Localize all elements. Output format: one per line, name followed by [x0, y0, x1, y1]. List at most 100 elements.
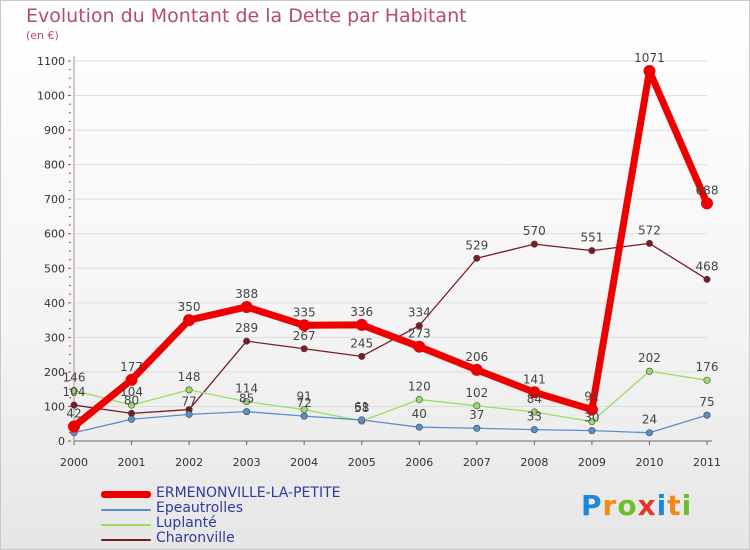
data-point-epeautrolles: [588, 427, 596, 435]
logo-letter: o: [617, 489, 638, 522]
data-label-charonville: 551: [580, 231, 603, 245]
data-point-ermenonville-la-petite: [413, 340, 426, 353]
legend-swatch: [101, 539, 151, 541]
y-tick-label: 1100: [37, 55, 65, 68]
data-label-epeautrolles: 37: [469, 408, 484, 422]
chart-title: Evolution du Montant de la Dette par Hab…: [26, 5, 467, 27]
data-point-charonville: [645, 239, 653, 247]
data-label-ermenonville-la-petite: 388: [235, 287, 258, 301]
data-point-charonville: [358, 352, 366, 360]
legend-label: Epeautrolles: [156, 500, 243, 516]
data-point-ermenonville-la-petite: [298, 319, 311, 332]
data-label-luplant-: 146: [63, 371, 86, 385]
data-label-charonville: 570: [523, 224, 546, 238]
data-label-ermenonville-la-petite: 1071: [634, 51, 665, 65]
data-label-epeautrolles: 61: [354, 400, 369, 414]
proxiti-logo: Proxiti: [581, 489, 692, 522]
y-tick-label: 400: [44, 297, 65, 310]
data-label-luplant-: 91: [297, 390, 312, 404]
data-label-ermenonville-la-petite: 350: [178, 300, 201, 314]
series-line-ermenonville-la-petite: [70, 67, 711, 430]
y-tick-label: 1000: [37, 90, 65, 103]
data-label-charonville: 289: [235, 321, 258, 335]
data-label-ermenonville-la-petite: 177: [120, 360, 143, 374]
data-label-charonville: 80: [124, 393, 139, 407]
data-point-luplant-: [70, 387, 78, 395]
data-label-luplant-: 104: [120, 385, 143, 399]
logo-letter: x: [637, 489, 657, 522]
data-point-ermenonville-la-petite: [68, 420, 80, 433]
data-label-ermenonville-la-petite: 688: [696, 183, 719, 197]
data-point-charonville: [243, 337, 251, 345]
series-line-charonville: [73, 242, 708, 415]
data-point-charonville: [70, 401, 78, 409]
data-label-ermenonville-la-petite: 206: [465, 350, 488, 364]
x-tick-label: 2007: [463, 456, 491, 469]
x-tick-label: 2000: [60, 456, 88, 469]
data-point-charonville: [128, 409, 136, 417]
y-tick-label: 700: [44, 193, 65, 206]
chart-subtitle: (en €): [26, 29, 59, 42]
y-tick-label: 0: [58, 435, 65, 448]
data-label-epeautrolles: 24: [642, 413, 657, 427]
data-label-luplant-: 84: [527, 392, 542, 406]
x-tick-label: 2010: [635, 456, 663, 469]
data-label-ermenonville-la-petite: 336: [350, 305, 373, 319]
data-point-charonville: [703, 275, 711, 283]
logo-letter: r: [602, 489, 618, 522]
x-tick-label: 2003: [233, 456, 261, 469]
data-label-luplant-: 58: [354, 401, 369, 415]
data-point-luplant-: [588, 418, 596, 426]
data-point-ermenonville-la-petite: [701, 197, 713, 210]
logo-letter: t: [667, 489, 682, 522]
data-label-epeautrolles: 75: [699, 395, 714, 409]
data-point-luplant-: [703, 376, 711, 384]
data-point-epeautrolles: [703, 411, 711, 419]
data-label-charonville: 334: [408, 306, 431, 320]
legend-label: ERMENONVILLE-LA-PETITE: [156, 485, 341, 501]
data-point-charonville: [588, 247, 596, 255]
data-point-ermenonville-la-petite: [470, 363, 483, 376]
data-label-epeautrolles: 77: [181, 394, 196, 408]
data-label-luplant-: 148: [178, 370, 201, 384]
data-point-charonville: [530, 240, 538, 248]
data-point-luplant-: [645, 367, 653, 375]
data-point-luplant-: [243, 398, 251, 406]
data-point-epeautrolles: [530, 426, 538, 434]
y-tick-label: 100: [44, 400, 65, 413]
data-label-luplant-: 120: [408, 380, 431, 394]
data-point-ermenonville-la-petite: [240, 300, 253, 313]
data-point-charonville: [473, 254, 481, 262]
logo-letter: i: [681, 489, 693, 522]
data-point-luplant-: [530, 408, 538, 416]
data-point-ermenonville-la-petite: [355, 318, 368, 331]
data-point-epeautrolles: [185, 410, 193, 418]
y-tick-label: 300: [44, 331, 65, 344]
data-point-charonville: [415, 322, 423, 330]
y-tick-label: 900: [44, 124, 65, 137]
data-point-ermenonville-la-petite: [643, 65, 656, 78]
data-point-luplant-: [128, 401, 136, 409]
x-tick-label: 2006: [405, 456, 433, 469]
y-tick-label: 600: [44, 228, 65, 241]
series-line-epeautrolles: [73, 410, 708, 434]
data-point-epeautrolles: [358, 416, 366, 424]
legend-label: Charonville: [156, 530, 235, 546]
data-label-charonville: 245: [350, 336, 373, 350]
legend-label: Luplanté: [156, 515, 217, 531]
data-label-charonville: 529: [465, 238, 488, 252]
data-label-charonville: 267: [293, 329, 316, 343]
data-label-luplant-: 114: [235, 382, 258, 396]
data-point-ermenonville-la-petite: [585, 403, 598, 416]
data-point-luplant-: [473, 402, 481, 410]
data-point-epeautrolles: [128, 415, 136, 423]
y-tick-label: 500: [44, 262, 65, 275]
y-tick-label: 200: [44, 366, 65, 379]
data-point-epeautrolles: [300, 412, 308, 420]
y-tick-label: 800: [44, 159, 65, 172]
data-point-epeautrolles: [473, 424, 481, 432]
data-label-epeautrolles: 72: [297, 396, 312, 410]
legend-swatch: [101, 524, 151, 526]
data-point-luplant-: [185, 386, 193, 394]
data-point-epeautrolles: [415, 423, 423, 431]
